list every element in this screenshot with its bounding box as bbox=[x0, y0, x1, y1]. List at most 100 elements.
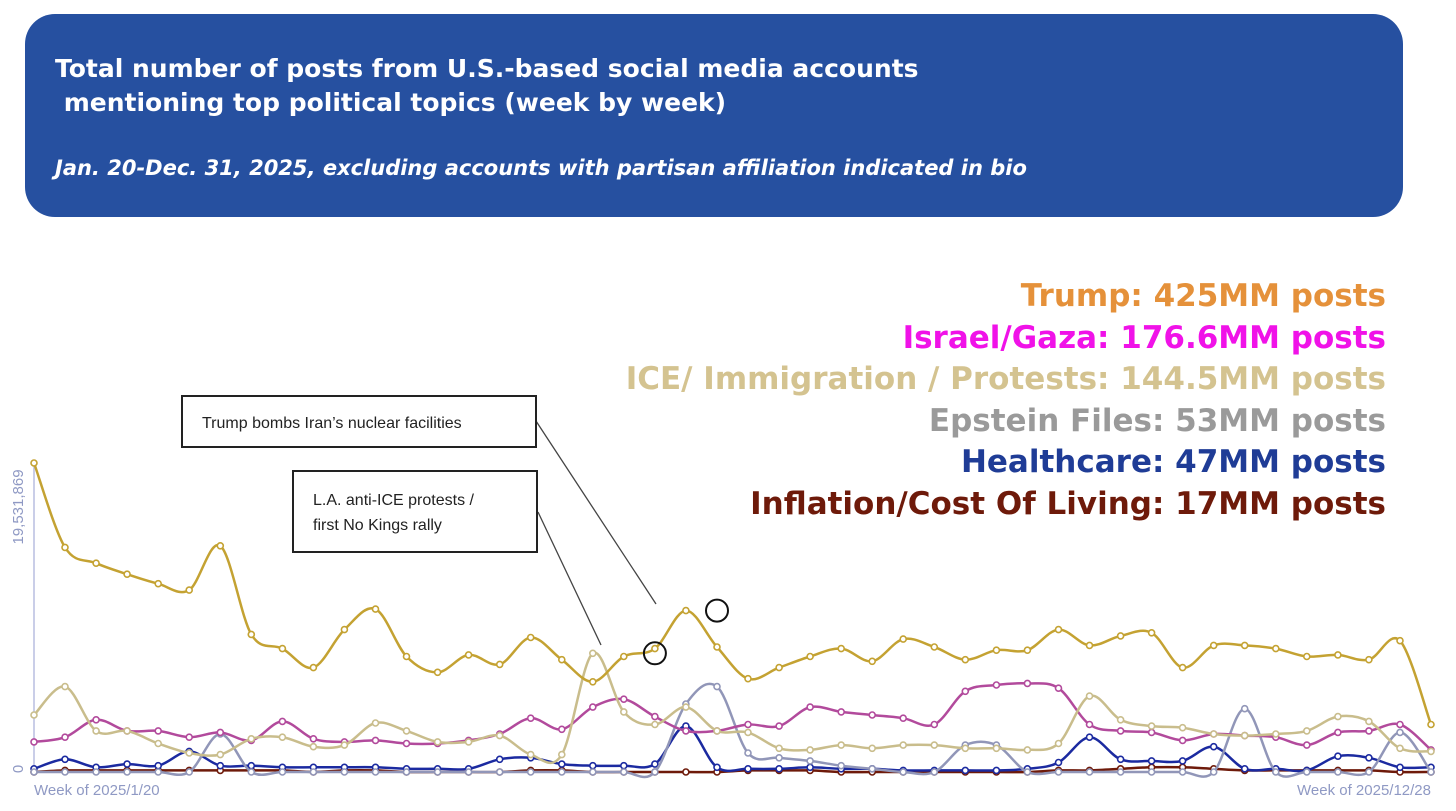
data-point-ice-immigration-protests-2 bbox=[92, 727, 100, 735]
data-point-trump-20 bbox=[651, 644, 659, 653]
data-point-israel-gaza-5 bbox=[185, 733, 193, 742]
data-point-epstein-files-28 bbox=[899, 768, 908, 776]
data-point-epstein-files-3 bbox=[123, 768, 131, 776]
annotation-leader-iran bbox=[535, 420, 657, 605]
data-point-ice-immigration-protests-12 bbox=[402, 727, 411, 735]
y-axis-max-label: 19,531,869 bbox=[10, 469, 27, 544]
data-point-healthcare-39 bbox=[1240, 764, 1249, 773]
data-point-ice-immigration-protests-7 bbox=[247, 734, 256, 743]
data-point-healthcare-4 bbox=[154, 761, 162, 770]
data-point-healthcare-6 bbox=[216, 761, 225, 770]
data-point-epstein-files-0 bbox=[30, 768, 38, 776]
data-point-ice-immigration-protests-29 bbox=[930, 741, 939, 749]
data-point-trump-13 bbox=[433, 668, 442, 677]
data-point-ice-immigration-protests-25 bbox=[806, 746, 814, 754]
data-point-trump-44 bbox=[1396, 636, 1404, 645]
data-point-trump-35 bbox=[1116, 632, 1125, 640]
data-point-epstein-files-45 bbox=[1427, 768, 1435, 776]
data-point-trump-6 bbox=[216, 541, 225, 550]
legend-item-healthcare: Healthcare: 47MM posts bbox=[960, 444, 1386, 480]
annotation-iran-strike: Trump bombs Iran’s nuclear facilities bbox=[181, 395, 537, 448]
series-line-ice-immigration-protests bbox=[33, 651, 1432, 765]
data-point-trump-5 bbox=[185, 586, 193, 594]
data-point-healthcare-43 bbox=[1365, 753, 1373, 762]
data-point-israel-gaza-32 bbox=[1023, 679, 1032, 688]
data-point-ice-immigration-protests-19 bbox=[619, 708, 628, 716]
data-point-epstein-files-12 bbox=[402, 768, 411, 776]
data-point-healthcare-33 bbox=[1054, 758, 1063, 767]
data-point-israel-gaza-41 bbox=[1303, 741, 1311, 749]
data-point-trump-27 bbox=[868, 657, 877, 666]
highlight-layer bbox=[642, 598, 729, 666]
data-point-israel-gaza-43 bbox=[1365, 727, 1373, 735]
data-point-epstein-files-14 bbox=[464, 768, 473, 776]
data-point-epstein-files-29 bbox=[930, 768, 939, 776]
data-point-ice-immigration-protests-1 bbox=[61, 682, 69, 691]
data-point-epstein-files-32 bbox=[1023, 768, 1032, 776]
annotation-la-line2: first No Kings rally bbox=[313, 517, 442, 534]
data-point-israel-gaza-0 bbox=[30, 738, 38, 746]
data-point-israel-gaza-44 bbox=[1396, 720, 1404, 729]
data-point-trump-8 bbox=[278, 644, 287, 653]
data-point-ice-immigration-protests-32 bbox=[1023, 746, 1032, 754]
data-point-trump-15 bbox=[495, 660, 504, 669]
legend-item-trump: Trump: 425MM posts bbox=[1020, 278, 1386, 314]
data-point-epstein-files-37 bbox=[1178, 768, 1187, 776]
data-point-healthcare-37 bbox=[1178, 757, 1187, 765]
data-point-epstein-files-13 bbox=[433, 768, 442, 776]
data-point-epstein-files-42 bbox=[1334, 768, 1342, 776]
data-point-ice-immigration-protests-15 bbox=[495, 731, 504, 740]
data-point-healthcare-44 bbox=[1396, 763, 1404, 772]
data-point-epstein-files-36 bbox=[1147, 768, 1156, 776]
data-point-ice-immigration-protests-35 bbox=[1116, 715, 1125, 724]
data-point-ice-immigration-protests-4 bbox=[154, 739, 162, 748]
data-point-israel-gaza-37 bbox=[1178, 736, 1187, 745]
data-point-epstein-files-4 bbox=[154, 768, 162, 776]
data-point-trump-36 bbox=[1147, 628, 1156, 637]
data-point-epstein-files-33 bbox=[1054, 768, 1063, 776]
data-point-healthcare-36 bbox=[1147, 757, 1156, 765]
data-point-ice-immigration-protests-5 bbox=[185, 749, 193, 757]
annotation-la-line1: L.A. anti-ICE protests / bbox=[313, 492, 474, 509]
data-point-ice-immigration-protests-26 bbox=[837, 741, 846, 749]
data-point-ice-immigration-protests-8 bbox=[278, 733, 287, 742]
data-point-epstein-files-39 bbox=[1240, 704, 1249, 713]
data-point-israel-gaza-17 bbox=[557, 725, 566, 734]
data-point-ice-immigration-protests-6 bbox=[216, 750, 225, 759]
data-point-ice-immigration-protests-30 bbox=[961, 744, 970, 753]
data-point-israel-gaza-16 bbox=[526, 714, 535, 723]
data-point-epstein-files-1 bbox=[61, 768, 69, 776]
data-point-trump-23 bbox=[744, 674, 752, 683]
data-point-healthcare-19 bbox=[619, 761, 628, 770]
data-point-ice-immigration-protests-9 bbox=[309, 742, 318, 751]
data-point-trump-9 bbox=[309, 663, 318, 672]
data-point-trump-29 bbox=[930, 643, 939, 651]
data-point-epstein-files-16 bbox=[526, 768, 535, 776]
data-point-trump-39 bbox=[1240, 641, 1249, 650]
data-point-epstein-files-18 bbox=[588, 768, 597, 776]
chart-title: Total number of posts from U.S.-based so… bbox=[55, 54, 919, 117]
data-point-trump-16 bbox=[526, 633, 535, 642]
data-point-israel-gaza-25 bbox=[806, 703, 814, 711]
data-point-epstein-files-26 bbox=[837, 761, 846, 770]
annotation-la-protests: L.A. anti-ICE protests / first No Kings … bbox=[292, 470, 538, 553]
data-point-epstein-files-41 bbox=[1303, 768, 1311, 776]
data-point-ice-immigration-protests-45 bbox=[1427, 747, 1435, 756]
data-point-epstein-files-8 bbox=[278, 768, 287, 776]
data-point-epstein-files-27 bbox=[868, 764, 877, 773]
data-point-ice-immigration-protests-11 bbox=[371, 719, 380, 727]
data-point-epstein-files-34 bbox=[1085, 768, 1094, 776]
data-point-ice-immigration-protests-38 bbox=[1209, 730, 1218, 738]
data-point-healthcare-17 bbox=[557, 760, 566, 768]
series-line-israel-gaza bbox=[33, 682, 1432, 751]
data-point-trump-18 bbox=[588, 677, 597, 686]
series-ice-immigration-protests bbox=[30, 649, 1435, 765]
data-point-ice-immigration-protests-20 bbox=[651, 720, 659, 729]
data-point-epstein-files-43 bbox=[1365, 768, 1373, 776]
data-point-trump-17 bbox=[557, 655, 566, 664]
data-point-israel-gaza-36 bbox=[1147, 728, 1156, 737]
data-point-ice-immigration-protests-34 bbox=[1085, 692, 1094, 700]
header-banner: Total number of posts from U.S.-based so… bbox=[25, 14, 1403, 217]
data-point-healthcare-31 bbox=[992, 766, 1001, 775]
data-point-inflation-cost-of-living-21 bbox=[682, 768, 690, 776]
